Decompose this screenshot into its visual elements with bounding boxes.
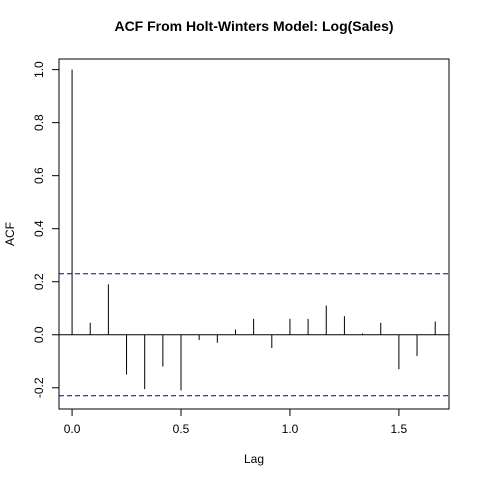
y-tick-label: 0.0 [32,326,46,343]
y-tick-label: 0.8 [32,114,46,131]
y-tick-label: 1.0 [32,61,46,78]
x-tick-label: 0.5 [173,422,190,436]
x-tick-label: 1.0 [282,422,299,436]
y-axis-label: ACF [3,222,17,246]
x-tick-label: 0.0 [64,422,81,436]
confidence-bounds [59,273,449,397]
y-tick-label: 0.2 [32,273,46,290]
y-axis: -0.2 0.0 0.2 0.4 0.6 0.8 1.0 [32,61,60,398]
x-axis-label: Lag [244,452,264,466]
x-tick-label: 1.5 [391,422,408,436]
y-tick-label: -0.2 [32,377,46,398]
acf-spikes [71,69,436,391]
x-axis: 0.0 0.5 1.0 1.5 [64,408,408,436]
chart-title: ACF From Holt-Winters Model: Log(Sales) [114,18,393,34]
y-tick-label: 0.6 [32,167,46,184]
y-tick-label: 0.4 [32,220,46,237]
